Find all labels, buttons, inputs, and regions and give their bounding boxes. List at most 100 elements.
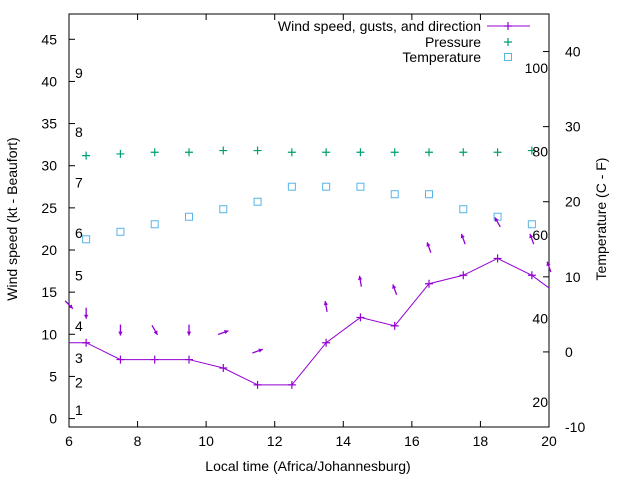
pressure-point (253, 146, 262, 155)
wind-arrow-head (392, 284, 397, 289)
wind-arrow-head (426, 242, 431, 247)
y-left-tick-label: 15 (41, 284, 57, 300)
fahrenheit-label: 80 (532, 144, 548, 160)
pressure-point (219, 146, 228, 155)
y-left-tick-label: 35 (41, 116, 57, 132)
wind-speed-point (527, 271, 536, 280)
wind-speed-point (459, 271, 468, 280)
y-right-tick-label: 0 (565, 344, 573, 360)
wind-arrow-head (153, 330, 158, 335)
temperature-point (185, 212, 193, 221)
wind-speed-point (185, 355, 193, 364)
pressure-point (425, 148, 433, 157)
y-right-tick-label: 30 (565, 119, 581, 135)
temperature-point (425, 190, 433, 199)
wind-arrow-head (494, 217, 499, 222)
temperature-point (82, 235, 91, 244)
temperature-point (116, 227, 125, 236)
y-left-tick-label: 25 (41, 200, 57, 216)
legend-marker (504, 53, 512, 61)
wind-direction-arrow (217, 330, 229, 336)
temperature-point (322, 182, 331, 191)
series-1 (82, 146, 536, 160)
beaufort-label: 1 (75, 402, 83, 418)
wind-arrow-head (258, 348, 263, 353)
wind-direction-arrow (252, 348, 263, 354)
wind-direction-arrow (426, 242, 432, 253)
series-2 (82, 182, 536, 244)
wind-arrow-head (323, 301, 328, 306)
y-left-tick-label: 10 (41, 326, 57, 342)
wind-speed-point (390, 321, 399, 330)
x-axis-label: Local time (Africa/Johannesburg) (205, 458, 410, 474)
temperature-point (356, 182, 365, 191)
temperature-point (287, 182, 296, 191)
fahrenheit-label: 40 (532, 311, 548, 327)
wind-direction-arrow (460, 233, 466, 245)
wind-speed-point (82, 338, 91, 347)
beaufort-label: 9 (75, 65, 83, 81)
wind-direction-arrow (392, 284, 398, 296)
temperature-point (390, 190, 399, 199)
wind-arrow-head (529, 233, 534, 239)
beaufort-label: 4 (75, 318, 83, 334)
beaufort-label: 8 (75, 124, 83, 140)
wind-arrows (64, 217, 552, 354)
legend-marker (504, 22, 512, 30)
wind-direction-arrow (323, 300, 328, 313)
wind-direction-arrow (494, 217, 501, 228)
wind-direction-arrow (186, 324, 192, 336)
pressure-point (82, 151, 91, 160)
y-left-tick-label: 45 (41, 31, 57, 47)
fahrenheit-label: 20 (532, 394, 548, 410)
beaufort-label: 3 (75, 350, 83, 366)
wind-speed-point (322, 338, 331, 347)
y-right-tick-label: 20 (565, 194, 581, 210)
pressure-point (527, 146, 536, 155)
x-tick-label: 8 (134, 433, 142, 449)
wind-direction-arrow (83, 307, 89, 319)
wind-direction-arrow (529, 233, 535, 245)
plot-frame (68, 13, 550, 428)
wind-speed-point (287, 380, 296, 389)
pressure-point (493, 148, 502, 157)
wind-direction-arrow (546, 261, 552, 273)
y-right-tick-label: -10 (565, 419, 585, 435)
y-left-tick-label: 20 (41, 242, 57, 258)
wind-arrow-head (224, 330, 229, 335)
fahrenheit-label: 100 (525, 60, 549, 76)
y-left-tick-label: 5 (49, 368, 57, 384)
legend-label: Wind speed, gusts, and direction (278, 18, 481, 34)
fahrenheit-label: 60 (532, 227, 548, 243)
series-0 (69, 254, 550, 389)
y-right-tick-label: 10 (565, 269, 581, 285)
wind-arrow-head (546, 261, 551, 267)
x-tick-label: 10 (198, 433, 214, 449)
temperature-point (253, 197, 262, 206)
legend: Wind speed, gusts, and directionPressure… (278, 18, 530, 65)
wind-speed-point (150, 355, 159, 364)
wind-arrow-head (358, 275, 363, 281)
wind-direction-arrow (151, 324, 159, 336)
y-left-tick-label: 40 (41, 73, 57, 89)
beaufort-label: 5 (75, 267, 83, 283)
wind-speed-line (69, 257, 550, 386)
wind-arrow-head (118, 331, 123, 336)
pressure-point (287, 148, 296, 157)
x-tick-label: 18 (473, 433, 489, 449)
wind-speed-point (219, 364, 228, 372)
wind-speed-point (425, 279, 433, 288)
pressure-point (459, 148, 468, 157)
legend-marker (504, 38, 512, 46)
temperature-point (527, 220, 536, 229)
x-tick-label: 20 (541, 433, 557, 449)
temperature-point (219, 205, 228, 214)
wind-speed-point (116, 355, 125, 364)
plot-frame-layer (68, 13, 550, 428)
pressure-point (390, 148, 399, 157)
beaufort-label: 6 (75, 225, 83, 241)
wind-direction-arrow (118, 324, 123, 336)
wind-arrow-head (460, 233, 465, 239)
beaufort-label: 7 (75, 175, 83, 191)
